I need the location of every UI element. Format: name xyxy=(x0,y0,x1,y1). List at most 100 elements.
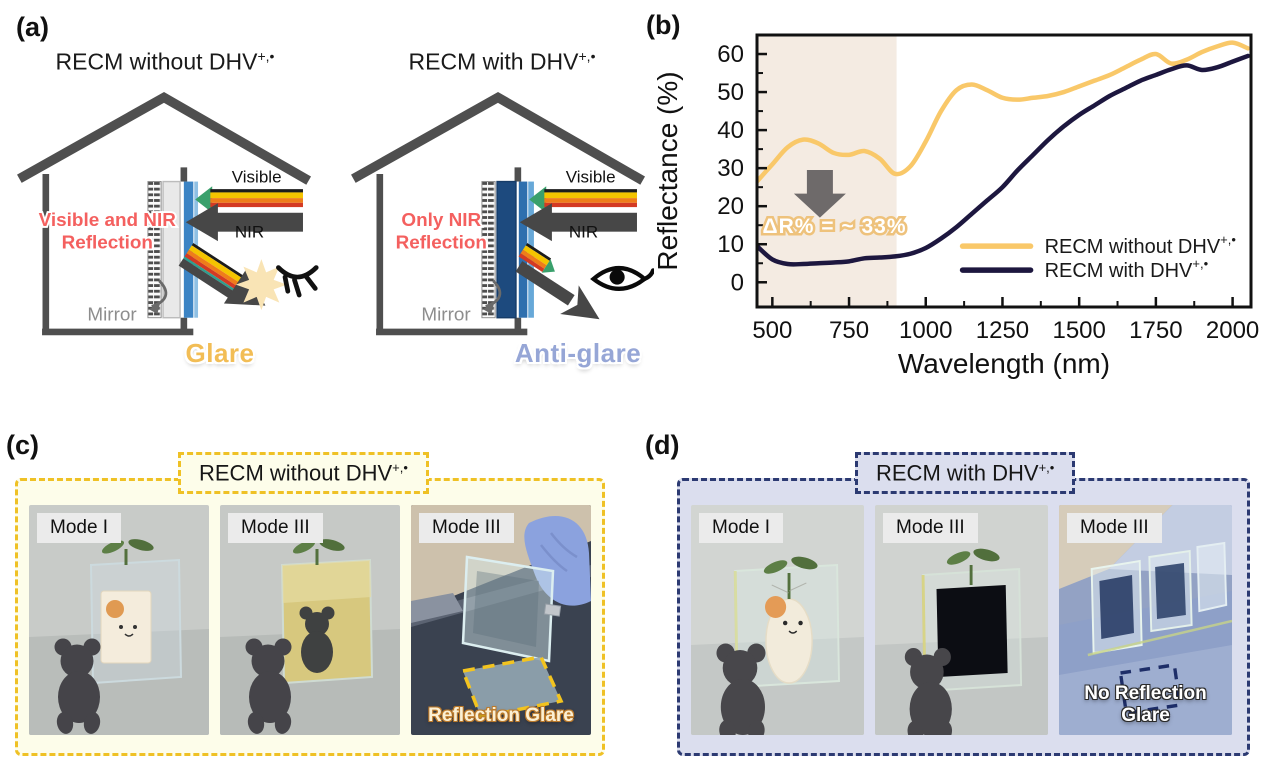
hamster-figurine xyxy=(765,596,813,684)
mirror-pointer-arrow xyxy=(482,279,502,314)
mode-chip: Mode I xyxy=(37,513,122,543)
glass-pane xyxy=(162,180,181,319)
house-title-with: RECM with DHV+,• xyxy=(352,48,652,76)
mode-chip: Mode III xyxy=(1067,513,1162,543)
sprout xyxy=(101,539,154,565)
blue-glove xyxy=(524,515,591,606)
mirror-label: Mirror xyxy=(87,305,136,326)
delta-r-annotation: ΔR% = ~ 33% xyxy=(763,215,907,238)
glass-inner xyxy=(473,571,539,647)
bear-figurine xyxy=(54,638,101,734)
roof xyxy=(351,91,646,185)
reflection-text-line1: Only NIR xyxy=(401,210,481,231)
panel-d-title-sup: +,• xyxy=(1038,460,1055,475)
glass-pane-3 xyxy=(1196,541,1228,613)
glare-label: Glare xyxy=(185,338,255,368)
svg-text:750: 750 xyxy=(829,317,869,344)
nir-label: NIR xyxy=(569,222,598,241)
series-curves xyxy=(757,40,1251,267)
hamster-card xyxy=(100,590,152,664)
mode-chip: Mode III xyxy=(228,513,323,543)
glare-starburst xyxy=(235,259,287,311)
reflection-text-line1: Visible and NIR xyxy=(39,210,177,231)
panel-c-title-text: RECM without DHV xyxy=(199,460,393,486)
glare-outline-dashed xyxy=(460,655,564,720)
nir-arrow xyxy=(519,203,637,242)
panel-b-label: (b) xyxy=(646,10,681,40)
house-diagram-without-dhv: Visible NIR Visible a xyxy=(17,91,319,336)
closed-eye-icon xyxy=(276,265,319,298)
photo-d-mode3-noglare: Mode III No Reflection Glare xyxy=(1059,505,1232,735)
svg-text:40: 40 xyxy=(717,117,744,144)
svg-text:30: 30 xyxy=(717,155,744,182)
legend-label-0: RECM without DHV+,• xyxy=(1045,232,1237,258)
mirror-strip xyxy=(481,181,496,319)
mirror-pointer-arrow xyxy=(148,279,168,314)
svg-text:1500: 1500 xyxy=(1052,317,1105,344)
bear-reflection xyxy=(299,606,335,673)
no-glare-outline-dashed xyxy=(1118,663,1183,715)
photo-c-mode1: Mode I xyxy=(29,505,209,735)
panel-d-title: RECM with DHV+,• xyxy=(855,452,1076,495)
reflection-glare-caption: Reflection Glare xyxy=(428,705,574,726)
glare-patch xyxy=(463,657,561,717)
bear-figurine xyxy=(245,638,292,734)
panel-d-label: (d) xyxy=(645,430,680,460)
svg-text:50: 50 xyxy=(717,79,744,106)
reflection-text-line2: Reflection xyxy=(62,233,153,254)
series-line-0 xyxy=(757,40,1251,184)
visible-arrow xyxy=(195,186,303,213)
bear-figurine xyxy=(716,643,766,735)
nir-arrow xyxy=(185,203,303,242)
svg-text:2000: 2000 xyxy=(1206,317,1259,344)
laptop xyxy=(411,593,463,623)
mode-chip: Mode I xyxy=(699,513,784,543)
house-title-without-sup: +,• xyxy=(257,48,275,64)
roof xyxy=(17,91,312,185)
svg-text:1250: 1250 xyxy=(976,317,1029,344)
absorbed-visible-stub xyxy=(518,243,555,273)
photo-c-mode3-glare: Mode III Reflection Glare xyxy=(411,505,591,735)
glass-sample xyxy=(461,555,555,663)
no-reflection-glare-caption: No Reflection Glare xyxy=(1084,683,1207,726)
bear-figurine xyxy=(904,648,953,735)
visible-label: Visible xyxy=(232,168,282,187)
glove-fingers xyxy=(540,532,578,573)
svg-text:1000: 1000 xyxy=(899,317,952,344)
svg-text:10: 10 xyxy=(717,231,744,258)
mirror-sheen xyxy=(282,560,371,603)
legend-label-1: RECM with DHV+,• xyxy=(1045,256,1209,282)
mode-chip: Mode III xyxy=(883,513,978,543)
reflection-text-line2: Reflection xyxy=(396,233,487,254)
mode-chip: Mode III xyxy=(419,513,514,543)
sprout xyxy=(763,556,818,599)
mirror-strip xyxy=(147,181,162,319)
panel-d-title-text: RECM with DHV xyxy=(876,460,1039,486)
x-axis-label: Wavelength (nm) xyxy=(898,348,1110,379)
delta-r-arrow xyxy=(793,170,846,218)
plot-border xyxy=(755,33,1253,309)
svg-text:20: 20 xyxy=(717,193,744,220)
desk-front xyxy=(1059,645,1232,735)
svg-text:500: 500 xyxy=(752,317,792,344)
photo-d-mode3-scene xyxy=(875,505,1048,735)
glass-pane-dark xyxy=(496,180,517,319)
panel-a-label: (a) xyxy=(16,12,49,42)
photo-d-noglare-scene xyxy=(1059,505,1232,735)
series-line-1 xyxy=(757,53,1251,267)
hamster-patch xyxy=(106,600,124,618)
hamster-mouth xyxy=(124,633,134,637)
svg-text:1750: 1750 xyxy=(1129,317,1182,344)
legend: RECM without DHV+,•RECM with DHV+,• xyxy=(959,232,1237,282)
dark-window-1 xyxy=(1099,575,1134,639)
blue-layer xyxy=(183,181,194,318)
y-axis-label: Reflectance (%) xyxy=(652,71,683,270)
dark-window-2 xyxy=(1155,563,1186,619)
open-eye-icon xyxy=(590,265,654,291)
house-title-with-sup: +,• xyxy=(578,48,596,64)
hamster-eye xyxy=(119,625,123,629)
house-diagram-with-dhv: Visible NIR Only NIR xyxy=(351,91,654,336)
darkened-window xyxy=(936,585,1008,677)
anti-glare-label: Anti-glare xyxy=(514,338,642,368)
nir-label: NIR xyxy=(235,222,264,241)
